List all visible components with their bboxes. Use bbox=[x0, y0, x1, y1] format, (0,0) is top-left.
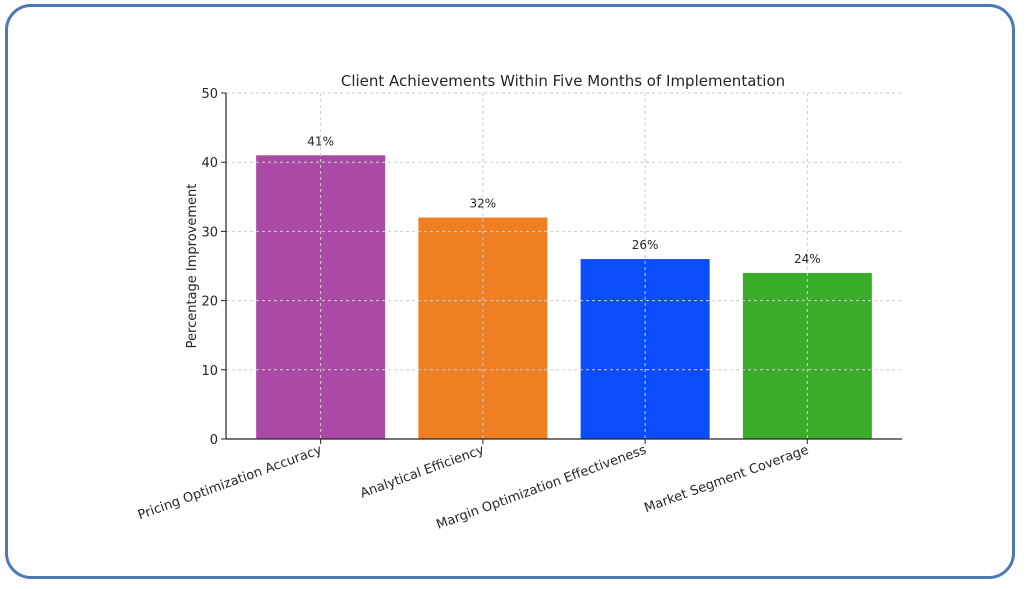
y-tick-label: 50 bbox=[201, 87, 218, 102]
y-tick-label: 20 bbox=[201, 295, 218, 310]
bar bbox=[580, 259, 710, 439]
y-tick-label: 30 bbox=[201, 225, 218, 240]
x-tick-label: Analytical Efficiency bbox=[358, 443, 486, 502]
data-label: 32% bbox=[470, 197, 497, 211]
x-tick-label: Pricing Optimization Accuracy bbox=[136, 443, 324, 524]
y-tick-label: 40 bbox=[201, 156, 218, 171]
y-axis-label: Percentage Improvement bbox=[185, 184, 200, 349]
y-tick-label: 10 bbox=[201, 364, 218, 379]
data-labels: 41% 32% 26% 24% bbox=[307, 134, 820, 266]
chart-title: Client Achievements Within Five Months o… bbox=[341, 72, 785, 90]
data-label: 41% bbox=[307, 134, 334, 148]
grid-lines bbox=[226, 92, 902, 439]
data-label: 24% bbox=[794, 252, 821, 266]
bars bbox=[256, 155, 872, 439]
data-label: 26% bbox=[632, 238, 659, 252]
y-tick-label: 0 bbox=[210, 433, 218, 448]
axes bbox=[225, 93, 902, 440]
x-tick-labels: Pricing Optimization Accuracy Analytical … bbox=[136, 439, 811, 533]
x-tick-label: Market Segment Coverage bbox=[642, 443, 810, 517]
y-tick-labels: 0 10 20 30 40 50 bbox=[201, 87, 226, 448]
